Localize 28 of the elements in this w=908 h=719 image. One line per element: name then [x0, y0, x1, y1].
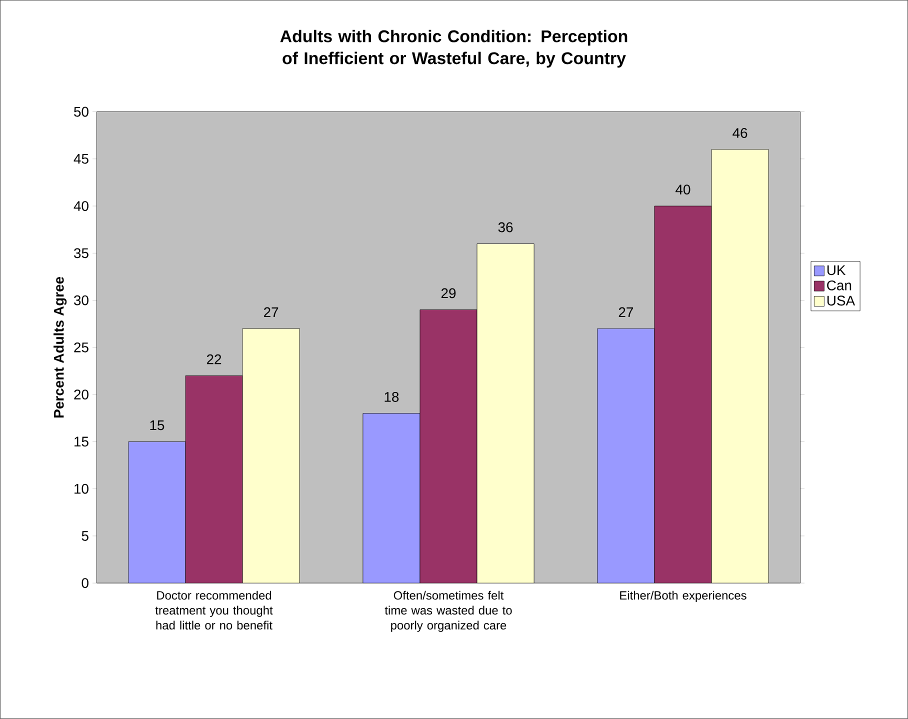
y-tick-label: 20: [74, 390, 88, 400]
y-tick-label: 40: [74, 201, 88, 212]
x-tick-label: Either/Both experiences: [620, 590, 746, 602]
y-tick-label: 10: [74, 484, 88, 494]
y-tick-label: 35: [74, 248, 88, 258]
data-label: 27: [264, 307, 278, 318]
data-label: 15: [150, 420, 164, 430]
y-tick-label: 0: [82, 578, 88, 588]
y-tick-label: 15: [74, 436, 88, 447]
legend-label: Can: [827, 280, 852, 290]
y-tick-label: 45: [74, 154, 88, 164]
data-label: 46: [732, 128, 748, 138]
data-label: 27: [618, 307, 634, 318]
y-tick-label: 5: [82, 531, 88, 541]
y-tick-label: 50: [74, 106, 88, 117]
y-axis-title: Percent Adults Agree: [54, 277, 67, 418]
legend-label: UK: [827, 265, 846, 276]
y-tick-label: 25: [74, 342, 88, 352]
chart-title: Adults with Chronic Condition: Perception of Inefficient or Wasteful Care, by Country: [280, 30, 628, 68]
x-tick-label: Often/sometimes felt time was wasted due to poorly organized care: [384, 590, 512, 632]
data-label: 29: [441, 288, 456, 298]
data-label: 18: [384, 392, 399, 402]
data-label: 36: [498, 222, 513, 232]
data-label: 40: [676, 184, 690, 195]
data-label: 22: [206, 354, 222, 364]
y-tick-label: 30: [74, 295, 88, 306]
x-tick-label: Doctor recommended treatment you thought had little or no benefit: [155, 590, 273, 630]
legend-label: USA: [827, 296, 856, 306]
